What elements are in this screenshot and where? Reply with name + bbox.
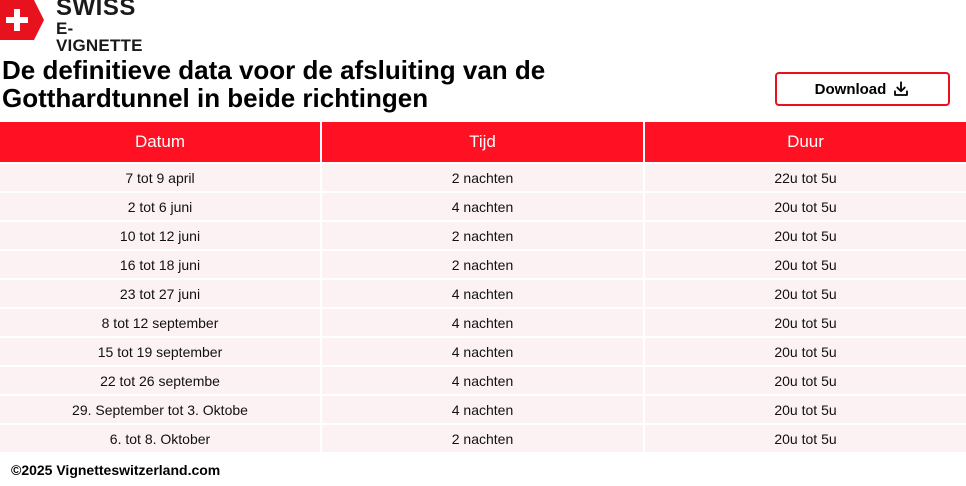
cell-datum: 8 tot 12 september bbox=[0, 307, 322, 336]
cell-tijd: 2 nachten bbox=[322, 220, 645, 249]
brand-name: SWISS E-VIGNETTE bbox=[56, 0, 143, 54]
cell-duur: 20u tot 5u bbox=[645, 307, 966, 336]
cell-duur: 20u tot 5u bbox=[645, 423, 966, 452]
table-row: 23 tot 27 juni 4 nachten 20u tot 5u bbox=[0, 278, 966, 307]
cell-duur: 20u tot 5u bbox=[645, 278, 966, 307]
table-row: 29. September tot 3. Oktobe 4 nachten 20… bbox=[0, 394, 966, 423]
table-row: 10 tot 12 juni 2 nachten 20u tot 5u bbox=[0, 220, 966, 249]
cell-duur: 20u tot 5u bbox=[645, 249, 966, 278]
cell-tijd: 2 nachten bbox=[322, 249, 645, 278]
cell-datum: 23 tot 27 juni bbox=[0, 278, 322, 307]
table-row: 16 tot 18 juni 2 nachten 20u tot 5u bbox=[0, 249, 966, 278]
cell-tijd: 4 nachten bbox=[322, 191, 645, 220]
swiss-flag-icon bbox=[0, 0, 44, 40]
download-icon bbox=[894, 81, 909, 96]
cell-datum: 6. tot 8. Oktober bbox=[0, 423, 322, 452]
cell-tijd: 4 nachten bbox=[322, 278, 645, 307]
page-title: De definitieve data voor de afsluiting v… bbox=[2, 55, 546, 113]
cell-tijd: 4 nachten bbox=[322, 307, 645, 336]
table-row: 7 tot 9 april 2 nachten 22u tot 5u bbox=[0, 162, 966, 191]
cell-datum: 7 tot 9 april bbox=[0, 162, 322, 191]
copyright-footer: ©2025 Vignetteswitzerland.com bbox=[11, 462, 221, 478]
table-row: 22 tot 26 septembe 4 nachten 20u tot 5u bbox=[0, 365, 966, 394]
cell-tijd: 4 nachten bbox=[322, 336, 645, 365]
cell-datum: 16 tot 18 juni bbox=[0, 249, 322, 278]
cell-datum: 15 tot 19 september bbox=[0, 336, 322, 365]
cell-duur: 20u tot 5u bbox=[645, 191, 966, 220]
cell-datum: 29. September tot 3. Oktobe bbox=[0, 394, 322, 423]
cell-duur: 22u tot 5u bbox=[645, 162, 966, 191]
cell-duur: 20u tot 5u bbox=[645, 365, 966, 394]
cell-duur: 20u tot 5u bbox=[645, 394, 966, 423]
table-row: 15 tot 19 september 4 nachten 20u tot 5u bbox=[0, 336, 966, 365]
cell-tijd: 4 nachten bbox=[322, 394, 645, 423]
cell-tijd: 4 nachten bbox=[322, 365, 645, 394]
brand-name-line1: SWISS bbox=[56, 0, 136, 21]
cell-datum: 22 tot 26 septembe bbox=[0, 365, 322, 394]
table-row: 2 tot 6 juni 4 nachten 20u tot 5u bbox=[0, 191, 966, 220]
cell-duur: 20u tot 5u bbox=[645, 220, 966, 249]
cell-tijd: 2 nachten bbox=[322, 162, 645, 191]
brand-name-line2: E-VIGNETTE bbox=[56, 19, 143, 55]
cell-datum: 2 tot 6 juni bbox=[0, 191, 322, 220]
column-header-duur: Duur bbox=[645, 122, 966, 162]
download-button[interactable]: Download bbox=[775, 72, 950, 106]
column-header-tijd: Tijd bbox=[322, 122, 645, 162]
cell-datum: 10 tot 12 juni bbox=[0, 220, 322, 249]
table-row: 8 tot 12 september 4 nachten 20u tot 5u bbox=[0, 307, 966, 336]
cell-duur: 20u tot 5u bbox=[645, 336, 966, 365]
closure-schedule-table: Datum Tijd Duur 7 tot 9 april 2 nachten … bbox=[0, 122, 966, 452]
table-header-row: Datum Tijd Duur bbox=[0, 122, 966, 162]
table-row: 6. tot 8. Oktober 2 nachten 20u tot 5u bbox=[0, 423, 966, 452]
download-button-label: Download bbox=[814, 80, 887, 98]
cell-tijd: 2 nachten bbox=[322, 423, 645, 452]
column-header-datum: Datum bbox=[0, 122, 322, 162]
